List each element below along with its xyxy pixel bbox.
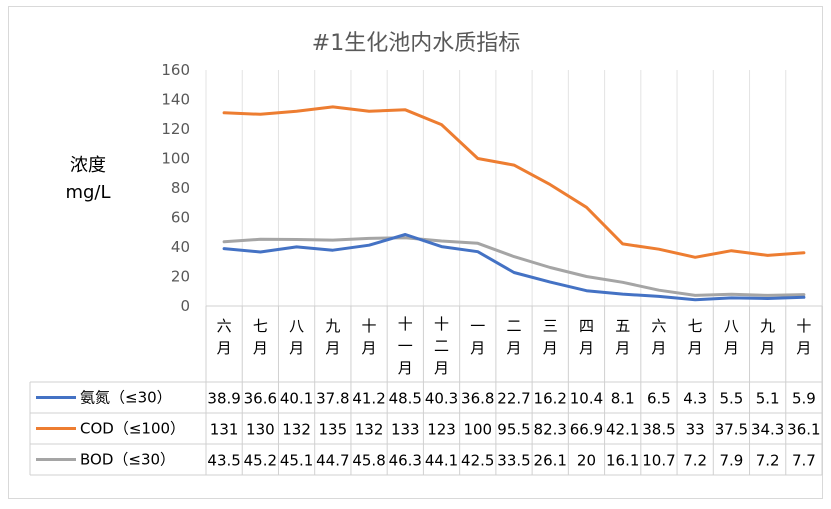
legend-entry: BOD（≤30）: [80, 451, 175, 469]
y-axis-ticks: 0 20 40 60 80 100 120 140 160: [161, 61, 190, 315]
table-cell: 38.9: [207, 390, 240, 408]
table-cell: 43.5: [207, 452, 240, 470]
table-cell: 48.5: [389, 390, 422, 408]
table-cell: 133: [391, 421, 420, 439]
category-label: 六月: [217, 317, 232, 357]
y-tick-label: 140: [161, 91, 190, 109]
y-tick-label: 160: [161, 61, 190, 79]
y-tick-label: 80: [171, 179, 190, 197]
grid-lines: [205, 70, 823, 306]
table-cell: 6.5: [647, 390, 671, 408]
chart-frame: [8, 6, 823, 499]
table-cell: 40.1: [280, 390, 313, 408]
legend: 氨氮（≤30） COD（≤100） BOD（≤30）: [36, 389, 185, 469]
table-cell: 40.3: [425, 390, 458, 408]
category-label: 十一月: [398, 315, 413, 377]
category-label: 八月: [724, 317, 739, 357]
series-lines: [222, 105, 806, 302]
table-cell: 4.3: [683, 390, 707, 408]
table-cell: 100: [463, 421, 492, 439]
table-cell: 37.8: [316, 390, 349, 408]
table-cell: 26.1: [534, 452, 567, 470]
category-label: 六月: [651, 317, 666, 357]
table-cell: 132: [355, 421, 384, 439]
table-cell: 36.8: [461, 390, 494, 408]
y-tick-label: 0: [180, 297, 190, 315]
table-cell: 44.1: [425, 452, 458, 470]
table-cell: 45.2: [244, 452, 277, 470]
table-cells: 38.9 36.6 40.1 37.8 41.2 48.5 40.3 36.8 22.7 16.2…: [207, 390, 820, 470]
table-cell: 36.1: [787, 421, 820, 439]
category-label: 十月: [796, 317, 811, 357]
table-cell: 36.6: [244, 390, 277, 408]
table-cell: 22.7: [497, 390, 530, 408]
category-label: 九月: [325, 317, 340, 357]
table-cell: 10.7: [642, 452, 675, 470]
table-cell: 66.9: [570, 421, 603, 439]
y-axis-label-line1: 浓度: [70, 155, 106, 176]
table-cell: 130: [246, 421, 275, 439]
category-label: 七月: [688, 317, 703, 357]
table-cell: 5.9: [792, 390, 816, 408]
series-line-0: [222, 233, 806, 302]
category-label: 四月: [579, 317, 594, 357]
category-label: 七月: [253, 317, 268, 357]
table-cell: 37.5: [715, 421, 748, 439]
table-cell: 38.5: [642, 421, 675, 439]
table-cell: 132: [282, 421, 311, 439]
series-line-2: [222, 236, 806, 297]
y-tick-label: 40: [171, 238, 190, 256]
table-cell: 7.2: [756, 452, 780, 470]
table-cell: 20: [577, 452, 596, 470]
table-cell: 5.1: [756, 390, 780, 408]
table-cell: 45.8: [352, 452, 385, 470]
category-label: 十二月: [434, 315, 449, 377]
table-cell: 8.1: [611, 390, 635, 408]
table-cell: 45.1: [280, 452, 313, 470]
y-axis-label-line2: mg/L: [65, 182, 110, 203]
category-label: 三月: [543, 317, 558, 357]
data-table: [29, 305, 823, 476]
table-cell: 95.5: [497, 421, 530, 439]
table-cell: 42.5: [461, 452, 494, 470]
table-cell: 44.7: [316, 452, 349, 470]
series-line-1: [222, 105, 806, 259]
category-label: 十月: [362, 317, 377, 357]
table-cell: 41.2: [352, 390, 385, 408]
table-cell: 33: [686, 421, 705, 439]
table-cell: 7.7: [792, 452, 816, 470]
category-label: 九月: [760, 317, 775, 357]
chart-title: #1生化池内水质指标: [312, 31, 520, 56]
table-cell: 7.2: [683, 452, 707, 470]
table-cell: 42.1: [606, 421, 639, 439]
legend-entry: COD（≤100）: [80, 420, 185, 438]
table-cell: 34.3: [751, 421, 784, 439]
table-cell: 10.4: [570, 390, 603, 408]
y-tick-label: 20: [171, 268, 190, 286]
category-label: 五月: [615, 317, 630, 357]
table-cell: 131: [210, 421, 239, 439]
table-cell: 135: [319, 421, 348, 439]
table-cell: 16.1: [606, 452, 639, 470]
y-tick-label: 120: [161, 120, 190, 138]
table-cell: 46.3: [389, 452, 422, 470]
table-cell: 33.5: [497, 452, 530, 470]
category-label: 八月: [289, 317, 304, 357]
y-tick-label: 60: [171, 209, 190, 227]
table-cell: 123: [427, 421, 456, 439]
table-cell: 16.2: [534, 390, 567, 408]
category-label: 一月: [470, 317, 485, 357]
y-tick-label: 100: [161, 150, 190, 168]
table-cell: 82.3: [534, 421, 567, 439]
table-cell: 5.5: [719, 390, 743, 408]
legend-entry: 氨氮（≤30）: [80, 389, 172, 407]
category-label: 二月: [506, 317, 521, 357]
table-cell: 7.9: [719, 452, 743, 470]
